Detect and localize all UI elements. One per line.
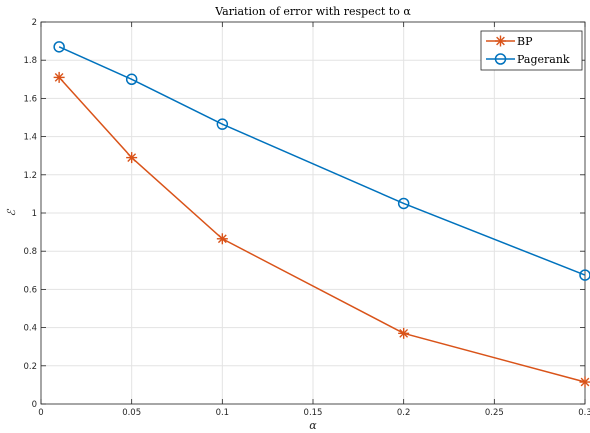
y-tick-label: 0.8 bbox=[23, 247, 37, 257]
x-axis-label: α bbox=[309, 419, 317, 432]
data-point-pagerank bbox=[579, 269, 590, 281]
data-point-bp bbox=[216, 233, 228, 245]
legend-marker bbox=[494, 53, 507, 65]
data-point-pagerank bbox=[397, 197, 410, 210]
y-tick-label: 0.2 bbox=[23, 362, 37, 372]
y-tick-label: 1 bbox=[32, 209, 37, 219]
y-tick-label: 1.2 bbox=[23, 171, 37, 181]
y-tick-label: 2 bbox=[32, 18, 37, 28]
x-tick-label: 0 bbox=[38, 408, 43, 418]
data-point-bp bbox=[398, 327, 410, 339]
x-tick-label: 0.3 bbox=[578, 408, 590, 418]
y-tick-label: 0 bbox=[32, 400, 37, 410]
legend-item-bp: BP bbox=[486, 35, 533, 48]
x-tick-label: 0.05 bbox=[122, 408, 141, 418]
asterisk-stroke bbox=[399, 328, 409, 338]
y-tick-label: 0.6 bbox=[23, 285, 37, 295]
y-tick-labels: 0 0.2 0.4 0.6 0.8 1 1.2 1.4 1.6 1.8 2 bbox=[23, 18, 37, 410]
legend-label: BP bbox=[517, 35, 533, 48]
series-layer bbox=[53, 41, 590, 388]
axes-box bbox=[40, 21, 586, 405]
asterisk-stroke bbox=[54, 73, 64, 82]
series-bp bbox=[53, 71, 590, 388]
data-point-pagerank bbox=[53, 41, 65, 53]
series-line-pagerank bbox=[58, 46, 586, 276]
y-tick-label: 1.6 bbox=[23, 94, 37, 104]
data-point-pagerank bbox=[216, 118, 229, 130]
x-tick-label: 0.15 bbox=[304, 408, 323, 418]
data-point-bp bbox=[53, 71, 65, 83]
axes bbox=[40, 21, 586, 405]
y-tick-label: 1.8 bbox=[23, 56, 37, 66]
series-pagerank bbox=[53, 41, 590, 281]
x-tick-label: 0.1 bbox=[216, 408, 230, 418]
legend-item-pagerank: Pagerank bbox=[486, 53, 570, 66]
y-axis-label: ℰ bbox=[5, 208, 18, 216]
asterisk-stroke bbox=[580, 377, 590, 387]
legend-marker bbox=[495, 35, 506, 47]
data-point-bp bbox=[579, 376, 590, 388]
y-tick-label: 0.4 bbox=[23, 324, 37, 334]
asterisk-stroke bbox=[127, 153, 137, 162]
x-tick-label: 0.25 bbox=[485, 408, 504, 418]
asterisk-stroke bbox=[217, 234, 227, 244]
legend: BP Pagerank bbox=[480, 30, 583, 71]
asterisk-stroke bbox=[496, 36, 505, 46]
chart-title: Variation of error with respect to α bbox=[214, 5, 411, 18]
data-point-pagerank bbox=[125, 73, 138, 86]
data-point-bp bbox=[126, 152, 138, 164]
y-tick-label: 1.4 bbox=[23, 133, 37, 143]
x-tick-label: 0.2 bbox=[397, 408, 411, 418]
legend-label: Pagerank bbox=[517, 53, 570, 66]
x-tick-labels: 0 0.05 0.1 0.15 0.2 0.25 0.3 bbox=[38, 408, 590, 418]
